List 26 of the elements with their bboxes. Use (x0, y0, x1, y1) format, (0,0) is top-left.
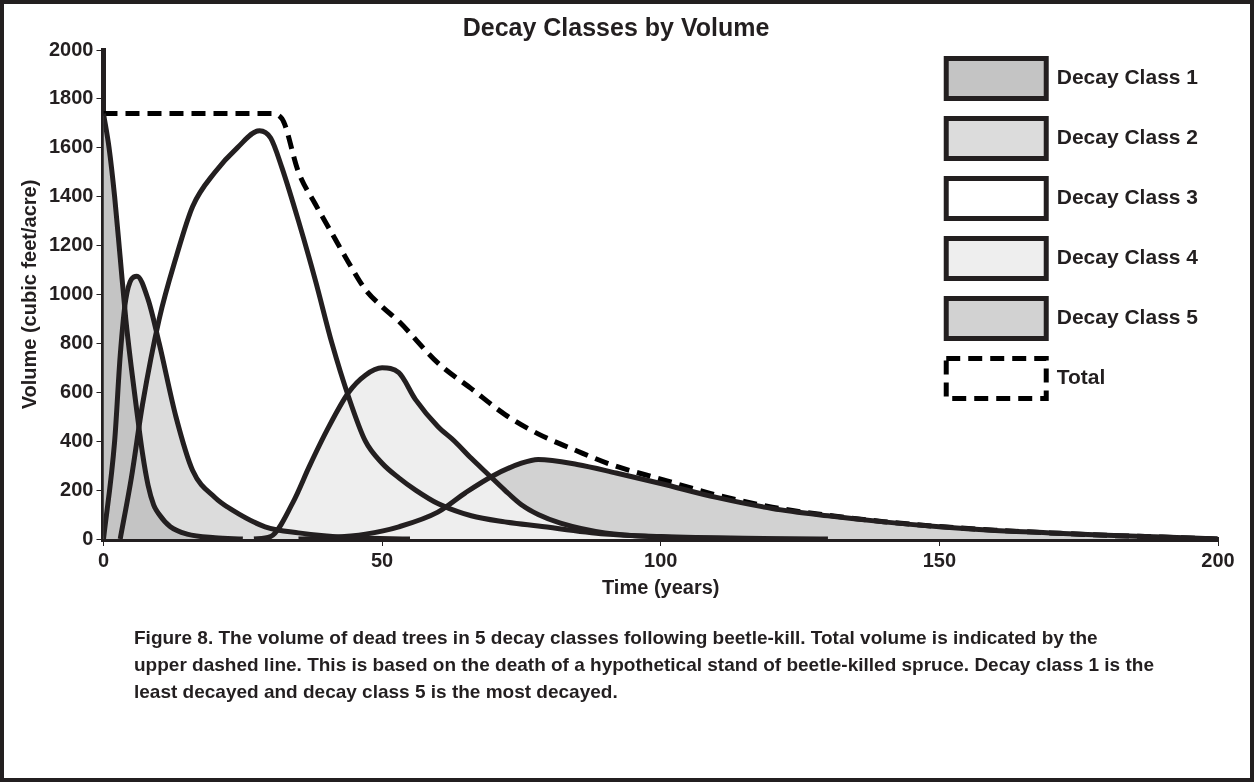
y-tick-label: 1400 (48, 184, 94, 207)
y-tick-label: 600 (60, 379, 94, 402)
x-tick-label: 0 (97, 548, 110, 571)
legend-label: Decay Class 3 (1056, 185, 1199, 209)
y-tick-label: 800 (60, 330, 94, 353)
caption: Figure 8. The volume of dead trees in 5 decay classes following beetle-kill. Total volume is indicated by the upper dashed line. This is based on the death of a hypothetical stand of beetle-killed spruce. Decay class 1 is the least decayed and decay class 5 is the most decayed. (134, 626, 1154, 704)
x-axis-title: Time (years) (602, 575, 720, 598)
legend-label: Decay Class 5 (1056, 305, 1199, 329)
legend-label: Decay Class 2 (1056, 125, 1199, 149)
legend-label: Decay Class 1 (1056, 65, 1199, 89)
legend-label: Total (1056, 365, 1106, 389)
x-tick-label: 200 (1201, 548, 1235, 571)
y-tick-label: 400 (60, 428, 94, 451)
y-tick-label: 200 (60, 477, 94, 500)
y-tick-label: 1000 (48, 282, 94, 305)
x-tick-label: 150 (922, 548, 957, 571)
x-tick-label: 50 (370, 548, 394, 571)
y-axis-title: Volume (cubic feet/acre) (17, 179, 40, 410)
x-tick-label: 100 (644, 548, 678, 571)
y-tick-label: 1600 (48, 135, 94, 158)
y-tick-label: 1800 (48, 86, 94, 109)
y-tick-label: 2000 (48, 37, 94, 60)
y-tick-label: 0 (82, 526, 94, 549)
chart-title: Decay Classes by Volume (462, 12, 770, 41)
y-tick-label: 1200 (48, 233, 94, 256)
legend-label: Decay Class 4 (1056, 245, 1199, 269)
